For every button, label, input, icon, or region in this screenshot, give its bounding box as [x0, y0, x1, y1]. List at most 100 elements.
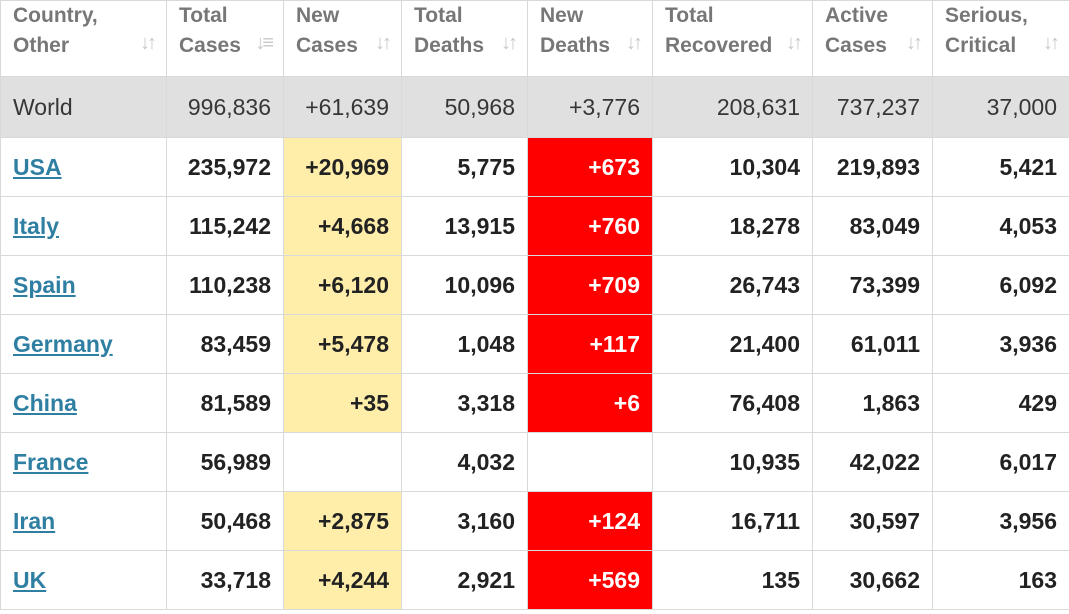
new-deaths-cell: +6	[527, 373, 653, 433]
world-new-deaths-cell: +3,776	[527, 76, 653, 138]
new-deaths-cell: +760	[527, 196, 653, 256]
sort-arrows-icon[interactable]: ↓↑	[906, 32, 923, 54]
country-link[interactable]: Italy	[13, 212, 60, 239]
total-recovered-cell: 10,935	[652, 432, 813, 492]
new-deaths-cell: +124	[527, 491, 653, 551]
total-cases-cell: 50,468	[166, 491, 284, 551]
column-header-country[interactable]: Country, Other ↓↑	[0, 0, 167, 77]
country-cell: UK	[0, 550, 167, 610]
sort-arrows-icon[interactable]: ↓↑	[1043, 32, 1060, 54]
active-cases-cell: 219,893	[812, 137, 933, 197]
header-row: Country, Other ↓↑ Total Cases ↓≡ New Cases ↓↑ Tot…	[0, 0, 1069, 77]
total-cases-cell: 33,718	[166, 550, 284, 610]
active-cases-cell: 1,863	[812, 373, 933, 433]
world-active-cases-cell: 737,237	[812, 76, 933, 138]
serious-critical-cell: 429	[932, 373, 1069, 433]
total-deaths-cell: 3,318	[401, 373, 528, 433]
new-deaths-cell: +709	[527, 255, 653, 315]
total-recovered-cell: 21,400	[652, 314, 813, 374]
country-link[interactable]: China	[13, 389, 77, 416]
serious-critical-cell: 3,956	[932, 491, 1069, 551]
total-deaths-cell: 5,775	[401, 137, 528, 197]
new-deaths-cell: +117	[527, 314, 653, 374]
total-deaths-cell: 1,048	[401, 314, 528, 374]
new-cases-cell: +5,478	[283, 314, 402, 374]
column-header-total-cases[interactable]: Total Cases ↓≡	[166, 0, 284, 77]
serious-critical-cell: 5,421	[932, 137, 1069, 197]
world-total-cases-cell: 996,836	[166, 76, 284, 138]
total-deaths-cell: 3,160	[401, 491, 528, 551]
country-link[interactable]: France	[13, 448, 89, 475]
new-cases-cell: +4,668	[283, 196, 402, 256]
column-header-label-line1: Serious,	[945, 4, 1028, 27]
column-header-label-line2: Deaths	[540, 34, 611, 57]
country-link[interactable]: UK	[13, 566, 47, 593]
serious-critical-cell: 6,092	[932, 255, 1069, 315]
country-link[interactable]: Iran	[13, 507, 56, 534]
column-header-label-line1: Country,	[13, 4, 98, 27]
column-header-total-recovered[interactable]: Total Recovered ↓↑	[652, 0, 813, 77]
total-deaths-cell: 4,032	[401, 432, 528, 492]
total-recovered-cell: 76,408	[652, 373, 813, 433]
total-recovered-cell: 10,304	[652, 137, 813, 197]
active-cases-cell: 30,662	[812, 550, 933, 610]
column-header-label-line2: Cases	[296, 34, 358, 57]
column-header-label-line1: New	[540, 4, 584, 27]
new-deaths-cell: +673	[527, 137, 653, 197]
sort-arrows-icon[interactable]: ↓↑	[626, 32, 643, 54]
country-cell: Germany	[0, 314, 167, 374]
sort-arrows-icon[interactable]: ↓↑	[786, 32, 803, 54]
table-row: Germany 83,459 +5,478 1,048 +117 21,400 61,011…	[0, 314, 1069, 374]
world-new-cases-cell: +61,639	[283, 76, 402, 138]
table-body: World 996,836 +61,639 50,968 +3,776 208,…	[0, 76, 1069, 610]
world-total-deaths-cell: 50,968	[401, 76, 528, 138]
table-header: Country, Other ↓↑ Total Cases ↓≡ New Cases ↓↑ Tot…	[0, 0, 1069, 77]
serious-critical-cell: 3,936	[932, 314, 1069, 374]
total-cases-cell: 235,972	[166, 137, 284, 197]
total-deaths-cell: 2,921	[401, 550, 528, 610]
column-header-active-cases[interactable]: Active Cases ↓↑	[812, 0, 933, 77]
country-cell: Italy	[0, 196, 167, 256]
country-link[interactable]: USA	[13, 153, 62, 180]
total-cases-cell: 56,989	[166, 432, 284, 492]
world-name-cell: World	[0, 76, 167, 138]
table-row: China 81,589 +35 3,318 +6 76,408 1,863 429	[0, 373, 1069, 433]
column-header-label-line2: Recovered	[665, 34, 773, 57]
total-deaths-cell: 10,096	[401, 255, 528, 315]
total-cases-cell: 110,238	[166, 255, 284, 315]
column-header-new-cases[interactable]: New Cases ↓↑	[283, 0, 402, 77]
sort-arrows-icon[interactable]: ↓↑	[140, 32, 157, 54]
country-cell: USA	[0, 137, 167, 197]
total-recovered-cell: 16,711	[652, 491, 813, 551]
country-link[interactable]: Spain	[13, 271, 76, 298]
sort-arrows-icon[interactable]: ↓↑	[375, 32, 392, 54]
new-deaths-cell	[527, 432, 653, 492]
column-header-label-line1: Total	[179, 4, 228, 27]
world-total-row: World 996,836 +61,639 50,968 +3,776 208,…	[0, 76, 1069, 138]
column-header-label-line1: Total	[414, 4, 463, 27]
column-header-label-line2: Other	[13, 34, 70, 57]
serious-critical-cell: 163	[932, 550, 1069, 610]
column-header-new-deaths[interactable]: New Deaths ↓↑	[527, 0, 653, 77]
sort-arrows-icon[interactable]: ↓↑	[501, 32, 518, 54]
column-header-label-line1: Active	[825, 4, 889, 27]
new-cases-cell: +6,120	[283, 255, 402, 315]
new-cases-cell: +2,875	[283, 491, 402, 551]
active-cases-cell: 61,011	[812, 314, 933, 374]
column-header-label-line2: Critical	[945, 34, 1017, 57]
table-row: Spain 110,238 +6,120 10,096 +709 26,743 73,399…	[0, 255, 1069, 315]
country-cell: Spain	[0, 255, 167, 315]
column-header-label-line1: Total	[665, 4, 714, 27]
column-header-serious-critical[interactable]: Serious, Critical ↓↑	[932, 0, 1069, 77]
sort-descending-icon[interactable]: ↓≡	[255, 32, 274, 54]
column-header-label-line2: Deaths	[414, 34, 485, 57]
country-link[interactable]: Germany	[13, 330, 113, 357]
total-cases-cell: 115,242	[166, 196, 284, 256]
new-deaths-cell: +569	[527, 550, 653, 610]
column-header-total-deaths[interactable]: Total Deaths ↓↑	[401, 0, 528, 77]
new-cases-cell: +35	[283, 373, 402, 433]
country-cell: France	[0, 432, 167, 492]
active-cases-cell: 42,022	[812, 432, 933, 492]
world-serious-critical-cell: 37,000	[932, 76, 1069, 138]
